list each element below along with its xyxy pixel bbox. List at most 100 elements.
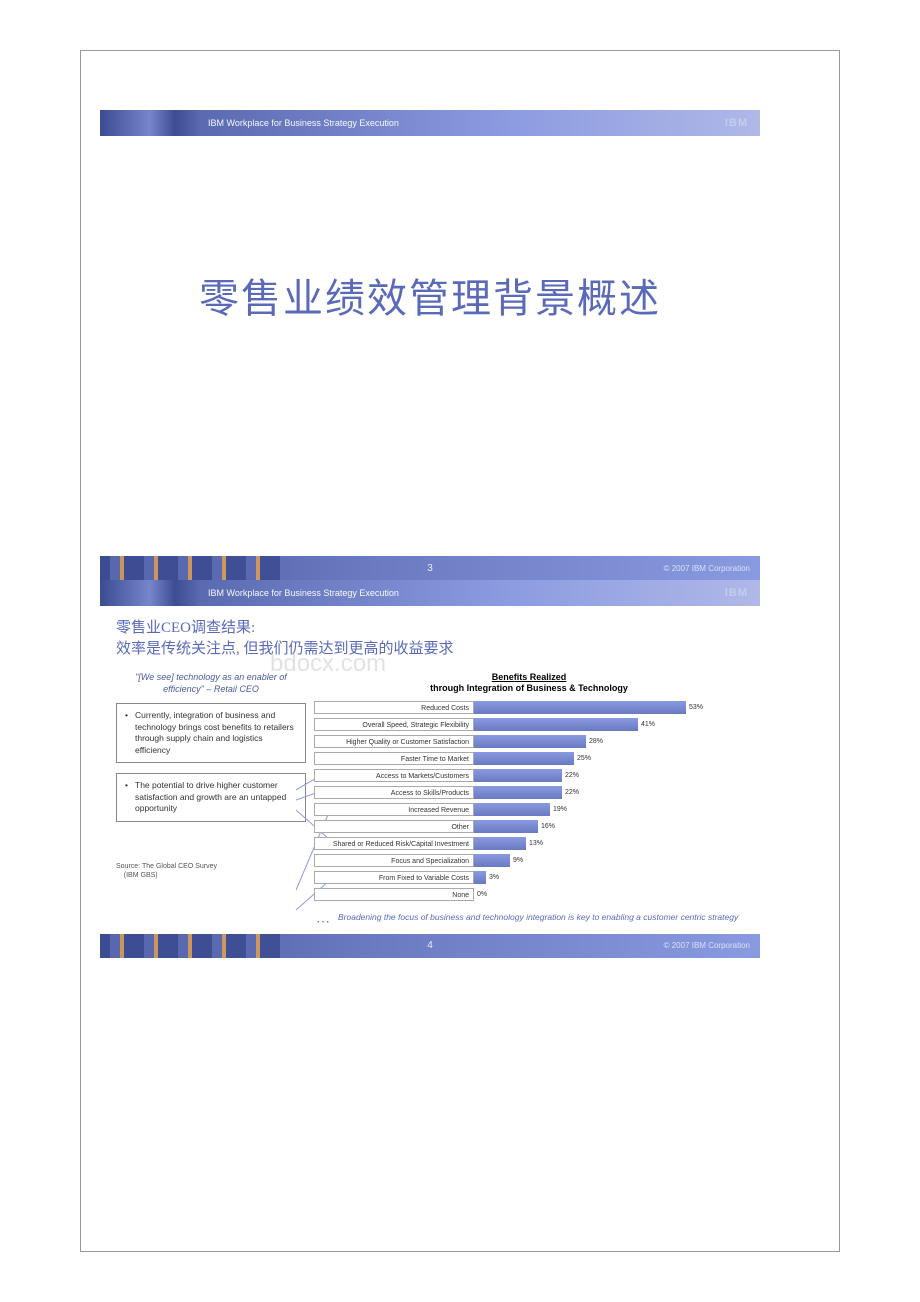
bar-label: Increased Revenue [314, 803, 474, 816]
subtitle-line1: 零售业CEO调查结果: [116, 616, 744, 637]
slide1-title: 零售业绩效管理背景概述 [199, 266, 661, 324]
bar-value: 41% [641, 718, 655, 731]
bar-label: From Fixed to Variable Costs [314, 871, 474, 884]
subtitle-line2: 效率是传统关注点, 但我们仍需达到更高的收益要求 [116, 637, 744, 658]
bar-fill [474, 769, 562, 782]
bar-row: Faster Time to Market 25% [314, 751, 744, 766]
ibm-logo: IBM [725, 587, 748, 599]
bar-row: Access to Skills/Products 22% [314, 785, 744, 800]
bar-track: 22% [474, 769, 744, 782]
bar-label: Reduced Costs [314, 701, 474, 714]
bar-value: 0% [477, 888, 487, 901]
chart-title: Benefits Realized through Integration of… [314, 672, 744, 694]
bar-track: 13% [474, 837, 744, 850]
slide1-header: IBM Workplace for Business Strategy Exec… [100, 110, 760, 136]
left-column: "[We see] technology as an enabler of ef… [116, 672, 306, 930]
bar-track: 25% [474, 752, 744, 765]
slide-2: IBM Workplace for Business Strategy Exec… [100, 580, 760, 958]
footer-decor [100, 934, 280, 958]
bar-fill [474, 718, 638, 731]
bar-value: 13% [529, 837, 543, 850]
slide2-subtitle: bdocx.com 零售业CEO调查结果: 效率是传统关注点, 但我们仍需达到更… [100, 606, 760, 664]
bar-label: None [314, 888, 474, 901]
bar-value: 16% [541, 820, 555, 833]
bar-fill [474, 752, 574, 765]
bar-track: 22% [474, 786, 744, 799]
footer-decor [100, 556, 280, 580]
bar-value: 19% [553, 803, 567, 816]
source-line1: Source: The Global CEO Survey [116, 863, 217, 870]
bar-value: 9% [513, 854, 523, 867]
bar-value: 22% [565, 786, 579, 799]
bar-row: Overall Speed, Strategic Flexibility 41% [314, 717, 744, 732]
bar-row: From Fixed to Variable Costs 3% [314, 870, 744, 885]
bar-value: 22% [565, 769, 579, 782]
bar-row: None0% [314, 887, 744, 902]
bar-label: Other [314, 820, 474, 833]
bar-value: 3% [489, 871, 499, 884]
bar-value: 25% [577, 752, 591, 765]
slide2-footer: 4 © 2007 IBM Corporation [100, 934, 760, 958]
bar-value: 28% [589, 735, 603, 748]
ceo-quote: "[We see] technology as an enabler of ef… [116, 672, 306, 695]
bullet-box-2: The potential to drive higher customer s… [116, 773, 306, 821]
bar-label: Access to Skills/Products [314, 786, 474, 799]
bar-row: Access to Markets/Customers 22% [314, 768, 744, 783]
bar-fill [474, 837, 526, 850]
page-number: 3 [427, 563, 433, 574]
source-line2: (IBM GBS) [124, 872, 158, 879]
bar-track: 41% [474, 718, 744, 731]
bar-row: Shared or Reduced Risk/Capital Investmen… [314, 836, 744, 851]
bar-track: 19% [474, 803, 744, 816]
ibm-logo: IBM [725, 117, 748, 129]
bar-fill [474, 786, 562, 799]
header-decor [100, 580, 200, 606]
chart-title-line1: Benefits Realized [492, 672, 567, 682]
bar-fill [474, 820, 538, 833]
bar-fill [474, 871, 486, 884]
header-title: IBM Workplace for Business Strategy Exec… [208, 118, 399, 128]
bar-value: 53% [689, 701, 703, 714]
callout: ⋯➤ Broadening the focus of business and … [314, 912, 744, 930]
bar-label: Overall Speed, Strategic Flexibility [314, 718, 474, 731]
benefits-bar-chart: Reduced Costs 53% Overall Speed, Strategic… [314, 700, 744, 902]
right-column: Benefits Realized through Integration of… [314, 672, 744, 930]
slide1-body: 零售业绩效管理背景概述 [100, 136, 760, 556]
slide2-header: IBM Workplace for Business Strategy Exec… [100, 580, 760, 606]
source-citation: Source: The Global CEO Survey (IBM GBS) [116, 862, 306, 880]
bar-track: 28% [474, 735, 744, 748]
bar-label: Faster Time to Market [314, 752, 474, 765]
bar-fill [474, 701, 686, 714]
page-number: 4 [427, 940, 433, 951]
bar-label: Shared or Reduced Risk/Capital Investmen… [314, 837, 474, 850]
bar-track: 0% [474, 888, 744, 901]
header-decor [100, 110, 200, 136]
callout-icon: ⋯➤ [314, 912, 332, 930]
bar-fill [474, 854, 510, 867]
slide1-footer: 3 © 2007 IBM Corporation [100, 556, 760, 580]
callout-text: Broadening the focus of business and tec… [338, 912, 738, 923]
bar-track: 53% [474, 701, 744, 714]
bar-label: Focus and Specialization [314, 854, 474, 867]
bar-row: Increased Revenue 19% [314, 802, 744, 817]
slide-1: IBM Workplace for Business Strategy Exec… [100, 110, 760, 580]
bar-fill [474, 803, 550, 816]
bar-row: Higher Quality or Customer Satisfaction 2… [314, 734, 744, 749]
header-title: IBM Workplace for Business Strategy Exec… [208, 588, 399, 598]
bullet-1: Currently, integration of business and t… [135, 710, 297, 756]
copyright: © 2007 IBM Corporation [664, 564, 750, 573]
bar-row: Other 16% [314, 819, 744, 834]
bar-fill [474, 735, 586, 748]
bar-track: 16% [474, 820, 744, 833]
bar-label: Higher Quality or Customer Satisfaction [314, 735, 474, 748]
bar-track: 3% [474, 871, 744, 884]
copyright: © 2007 IBM Corporation [664, 941, 750, 950]
chart-title-line2: through Integration of Business & Techno… [430, 683, 628, 693]
bullet-box-1: Currently, integration of business and t… [116, 703, 306, 763]
bar-label: Access to Markets/Customers [314, 769, 474, 782]
bar-row: Reduced Costs 53% [314, 700, 744, 715]
bar-track: 9% [474, 854, 744, 867]
bullet-2: The potential to drive higher customer s… [135, 780, 297, 814]
bar-row: Focus and Specialization 9% [314, 853, 744, 868]
slide2-content: "[We see] technology as an enabler of ef… [100, 664, 760, 934]
